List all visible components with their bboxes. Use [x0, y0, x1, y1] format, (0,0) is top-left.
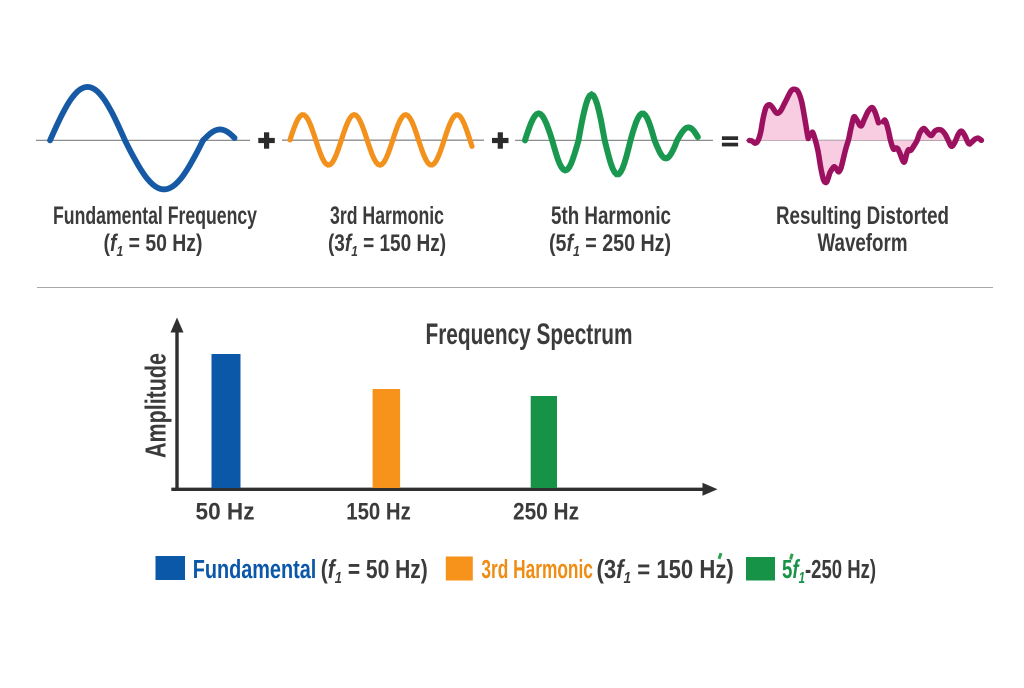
svg-text:(5f1 = 250 Hz): (5f1 = 250 Hz) — [549, 229, 671, 259]
svg-text:5th Harmonic: 5th Harmonic — [551, 201, 671, 229]
svg-text:Resulting Distorted: Resulting Distorted — [776, 201, 949, 229]
svg-text:-250 Hz): -250 Hz) — [805, 555, 876, 584]
svg-text:250 Hz: 250 Hz — [513, 498, 579, 525]
svg-text:50 Hz: 50 Hz — [196, 498, 255, 525]
svg-text:Fundamental: Fundamental — [193, 554, 317, 583]
svg-text:Fundamental Frequency: Fundamental Frequency — [53, 201, 257, 230]
svg-text:(3f1 = 150 Hz): (3f1 = 150 Hz) — [328, 229, 446, 259]
svg-text:150 Hz: 150 Hz — [346, 498, 411, 525]
svg-text:Frequency Spectrum: Frequency Spectrum — [425, 318, 632, 351]
svg-text:Amplitude: Amplitude — [140, 353, 172, 458]
svg-text:3rd Harmonic: 3rd Harmonic — [330, 201, 444, 230]
svg-text:3rd Harmonic: 3rd Harmonic — [481, 554, 592, 583]
svg-text:(3f1 = 150 Hz): (3f1 = 150 Hz) — [597, 555, 734, 587]
svg-text:Waveform: Waveform — [817, 228, 907, 256]
